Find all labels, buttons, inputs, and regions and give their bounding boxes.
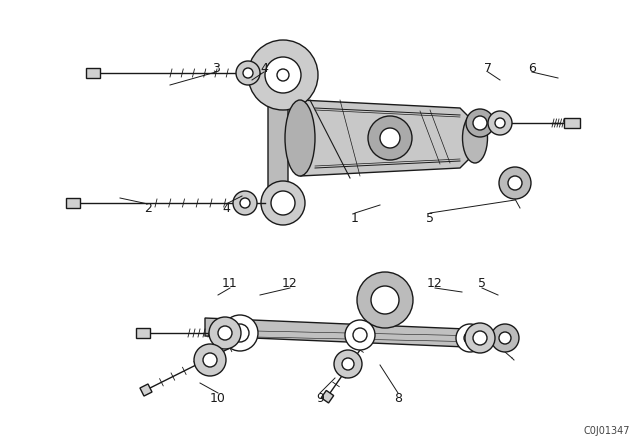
Circle shape (265, 57, 301, 93)
Circle shape (508, 176, 522, 190)
Circle shape (334, 350, 362, 378)
Circle shape (465, 323, 495, 353)
Text: 12: 12 (427, 276, 443, 289)
Circle shape (456, 324, 484, 352)
Circle shape (222, 315, 258, 351)
Circle shape (203, 353, 217, 367)
Polygon shape (268, 75, 298, 215)
Text: 2: 2 (144, 202, 152, 215)
Text: 1: 1 (351, 211, 359, 224)
Circle shape (380, 128, 400, 148)
Circle shape (209, 317, 241, 349)
Circle shape (243, 68, 253, 78)
Circle shape (488, 111, 512, 135)
Circle shape (240, 198, 250, 208)
Text: 12: 12 (282, 276, 298, 289)
Text: 10: 10 (210, 392, 226, 405)
Circle shape (233, 191, 257, 215)
Polygon shape (321, 390, 333, 403)
Polygon shape (205, 318, 490, 348)
Ellipse shape (463, 113, 488, 163)
Text: 5: 5 (426, 211, 434, 224)
Circle shape (466, 109, 494, 137)
Polygon shape (300, 100, 475, 176)
Ellipse shape (285, 100, 315, 176)
Circle shape (499, 332, 511, 344)
Text: 7: 7 (484, 61, 492, 74)
Circle shape (231, 324, 249, 342)
Text: 9: 9 (316, 392, 324, 405)
Text: 5: 5 (478, 276, 486, 289)
Text: 4: 4 (222, 202, 230, 215)
Text: 8: 8 (394, 392, 402, 405)
Circle shape (357, 272, 413, 328)
Circle shape (194, 344, 226, 376)
Circle shape (277, 69, 289, 81)
Text: 3: 3 (212, 61, 220, 74)
Circle shape (499, 167, 531, 199)
Circle shape (473, 116, 487, 130)
Circle shape (236, 61, 260, 85)
Text: 4: 4 (260, 61, 268, 74)
Polygon shape (140, 384, 152, 396)
Circle shape (342, 358, 354, 370)
Circle shape (371, 286, 399, 314)
Bar (86, 68, 100, 78)
Circle shape (271, 191, 295, 215)
Circle shape (495, 118, 505, 128)
Circle shape (218, 326, 232, 340)
Circle shape (353, 328, 367, 342)
Circle shape (345, 320, 375, 350)
Circle shape (261, 181, 305, 225)
Bar (564, 118, 580, 128)
Text: 11: 11 (222, 276, 238, 289)
Text: C0J01347: C0J01347 (584, 426, 630, 436)
Bar (66, 198, 80, 208)
Circle shape (473, 331, 487, 345)
Circle shape (464, 332, 476, 344)
Circle shape (248, 40, 318, 110)
Circle shape (368, 116, 412, 160)
Text: 6: 6 (528, 61, 536, 74)
Bar (136, 328, 150, 338)
Circle shape (491, 324, 519, 352)
